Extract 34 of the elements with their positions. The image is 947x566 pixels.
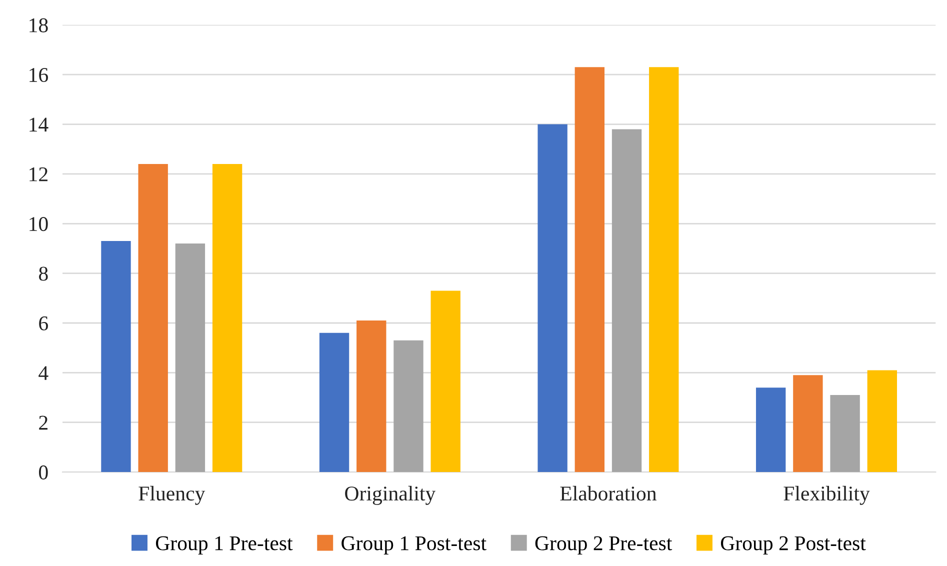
y-tick-label: 2 — [39, 416, 48, 430]
bar — [574, 67, 604, 472]
bar — [867, 370, 897, 472]
y-tick-label: 4 — [38, 366, 48, 380]
legend-label: Group 2 Post-test — [720, 536, 866, 555]
y-tick-label: 6 — [39, 316, 48, 330]
y-tick-label: 10 — [30, 217, 48, 232]
bar — [430, 290, 460, 472]
bar — [830, 395, 860, 472]
bar — [356, 320, 386, 472]
legend-label: Group 2 Pre-test — [535, 536, 672, 555]
y-tick-label: 0 — [38, 465, 48, 480]
bar — [793, 375, 823, 472]
bar — [612, 129, 642, 472]
x-tick-label: Fluency — [138, 486, 206, 505]
bar — [649, 67, 679, 472]
y-tick-label: 8 — [38, 266, 48, 281]
x-tick-label: Elaboration — [560, 486, 656, 501]
bar — [101, 241, 131, 472]
legend-label: Group 1 Pre-test — [156, 536, 293, 555]
bar — [319, 332, 350, 472]
y-tick-label: 16 — [30, 68, 48, 82]
x-tick-label: Flexibility — [784, 486, 870, 505]
legend-label: Group 1 Post-test — [342, 536, 486, 555]
y-tick-label: 14 — [30, 118, 48, 132]
y-tick-label: 18 — [30, 18, 48, 32]
bar — [756, 388, 786, 472]
bar — [538, 124, 568, 472]
x-tick-label: Originality — [345, 486, 436, 505]
bar — [138, 164, 168, 472]
bar — [175, 244, 206, 472]
bar — [394, 340, 424, 472]
bar — [212, 164, 242, 472]
y-tick-label: 12 — [30, 167, 48, 182]
